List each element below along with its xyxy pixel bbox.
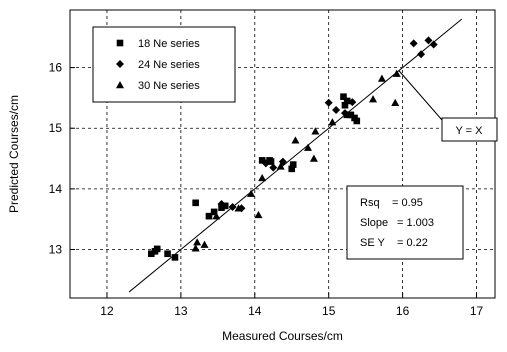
x-tick-label: 15	[322, 304, 336, 318]
data-point-triangle	[193, 238, 202, 246]
data-point-square	[353, 117, 361, 125]
axis-ticks: 12 13 14 15 16 17 13 14 15 16	[49, 61, 484, 318]
data-point-diamond	[409, 39, 418, 48]
y-tick-label: 13	[49, 242, 63, 256]
legend-marker-triangle	[116, 81, 124, 89]
data-point-diamond	[424, 36, 433, 45]
data-point-square	[340, 93, 347, 101]
data-point-diamond	[324, 98, 333, 107]
plot-area	[69, 9, 496, 299]
data-point-diamond	[348, 98, 357, 107]
x-tick-label: 12	[100, 304, 114, 318]
stats-label: SE Y	[360, 237, 386, 249]
y-axis-label: Predicted Courses/cm	[7, 95, 21, 213]
data-point-diamond	[217, 200, 226, 209]
data-point-square	[289, 161, 297, 168]
data-point-triangle	[377, 74, 386, 82]
data-point-diamond	[332, 106, 341, 115]
y-tick-label: 16	[49, 61, 63, 75]
data-point-triangle	[392, 69, 401, 77]
data-point-triangle	[291, 136, 300, 144]
data-points	[148, 36, 438, 261]
data-point-triangle	[212, 212, 221, 220]
legend-label: 24 Ne series	[138, 59, 200, 71]
stats-box: Rsq = 0.95 Slope = 1.003 SE Y = 0.22	[346, 185, 464, 260]
x-tick-label: 17	[470, 304, 484, 318]
data-point-triangle	[234, 204, 243, 212]
y-equals-x-callout: Y = X	[398, 70, 498, 142]
data-point-square	[267, 158, 275, 165]
data-point-square	[221, 202, 229, 210]
data-point-triangle	[343, 110, 352, 119]
legend-marker-diamond	[116, 60, 124, 68]
fit-line-group	[128, 18, 463, 293]
legend-marker-square	[116, 39, 124, 47]
data-point-diamond	[429, 40, 438, 49]
stats-value: = 0.95	[392, 197, 423, 209]
stats-value: = 1.003	[397, 217, 434, 229]
data-point-square	[258, 157, 266, 164]
data-point-triangle	[328, 118, 337, 126]
data-point-diamond	[417, 50, 426, 59]
data-point-diamond	[269, 163, 278, 172]
x-axis-label: Measured Courses/cm	[222, 329, 343, 343]
callout-box	[441, 117, 498, 142]
data-point-triangle	[191, 244, 200, 252]
data-point-triangle	[369, 95, 378, 103]
data-point-triangle	[200, 240, 209, 248]
x-tick-label: 16	[396, 304, 410, 318]
y-tick-label: 15	[49, 121, 63, 135]
data-point-diamond	[228, 203, 237, 212]
data-point-triangle	[258, 173, 267, 182]
y-equals-x-line	[128, 18, 463, 293]
stats-value: = 0.22	[397, 237, 428, 249]
legend: 18 Ne series 24 Ne series 30 Ne series	[92, 26, 236, 103]
data-point-triangle	[247, 189, 256, 197]
data-point-triangle	[311, 127, 320, 135]
data-point-square	[148, 250, 155, 258]
data-point-square	[192, 199, 199, 207]
stats-label: Rsq	[360, 197, 380, 209]
data-point-square	[341, 101, 349, 109]
callout-leader-line	[398, 70, 443, 121]
data-point-square	[164, 250, 171, 258]
stats-box-frame	[346, 185, 464, 260]
legend-label: 30 Ne series	[138, 80, 200, 92]
data-point-triangle	[391, 98, 400, 106]
data-point-square	[153, 245, 161, 253]
stats-label: Slope	[360, 217, 388, 229]
data-point-triangle	[309, 154, 318, 162]
data-point-triangle	[276, 162, 285, 170]
data-point-diamond	[261, 159, 270, 168]
y-tick-label: 14	[49, 182, 63, 196]
data-point-triangle	[254, 210, 263, 219]
callout-label: Y = X	[455, 125, 483, 137]
data-point-square	[171, 254, 179, 261]
data-point-triangle	[304, 143, 312, 151]
data-point-square	[205, 212, 213, 220]
data-point-square	[288, 165, 296, 173]
x-tick-label: 13	[174, 304, 188, 318]
x-tick-label: 14	[248, 304, 262, 318]
data-point-square	[210, 208, 218, 216]
data-point-square	[347, 111, 355, 119]
data-point-square	[343, 97, 351, 105]
legend-label: 18 Ne series	[138, 38, 200, 50]
